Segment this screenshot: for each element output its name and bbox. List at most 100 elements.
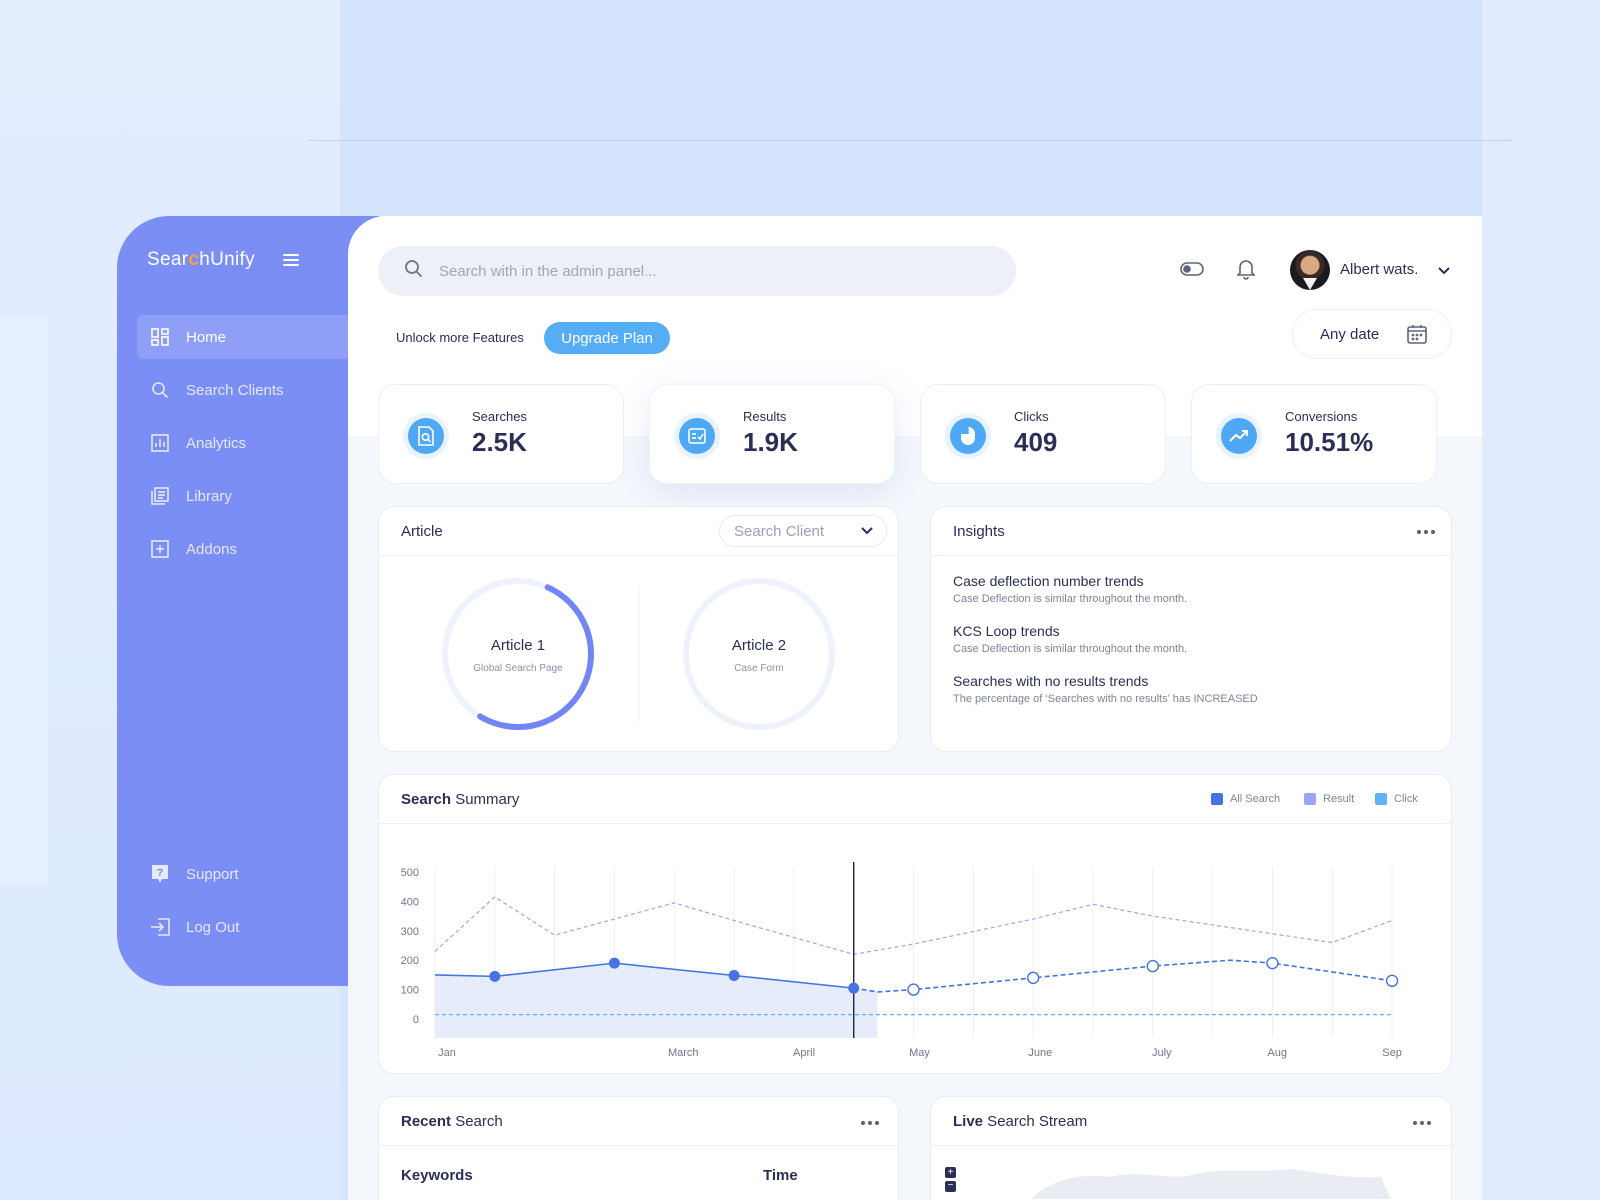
stat-label: Clicks [1014,409,1049,424]
stat-label: Results [743,409,787,424]
panel-title: Search Summary [401,791,520,808]
column-header-keywords[interactable]: Keywords [401,1167,473,1184]
search-summary-panel: Search Summary All Search Result Click 5… [378,774,1452,1074]
all-search-projected-point [907,983,920,996]
panel-divider [379,1145,898,1146]
sidebar-item-label: Library [186,487,232,505]
stat-card-conversions[interactable]: Conversions 10.51% [1191,384,1437,484]
zoom-out-icon[interactable]: − [945,1181,956,1192]
library-icon [150,486,170,506]
x-tick-label: March [668,1047,699,1059]
sidebar-item-analytics[interactable]: Analytics [137,421,354,465]
x-tick-label: Sep [1382,1047,1402,1059]
more-options-icon[interactable] [1417,530,1435,534]
panel-divider [931,555,1451,556]
sidebar-item-logout[interactable]: Log Out [137,905,354,949]
legend-item-result[interactable]: Result [1304,793,1354,805]
insight-title: Searches with no results trends [953,673,1149,689]
more-options-icon[interactable] [1413,1121,1431,1125]
sidebar: SearchUnify Home Search Clients Analytic… [117,216,379,986]
panel-divider [379,823,1451,824]
panel-divider [931,1145,1451,1146]
stat-card-results[interactable]: Results 1.9K [649,384,895,484]
all-search-area [435,963,878,1038]
y-tick-label: 300 [401,926,419,938]
x-tick-label: May [909,1047,930,1059]
more-options-icon[interactable] [861,1121,879,1125]
sidebar-item-addons[interactable]: Addons [137,527,354,571]
dashboard-icon [150,327,170,347]
x-tick-label: April [793,1047,815,1059]
column-header-time[interactable]: Time [763,1167,798,1184]
theme-toggle-icon[interactable] [1180,262,1204,281]
all-search-point [728,969,740,981]
chevron-down-icon [861,527,873,535]
background-divider [308,140,1512,141]
chevron-down-icon[interactable] [1437,263,1451,281]
panel-title: Live Search Stream [953,1113,1088,1130]
admin-search-input[interactable] [439,262,979,280]
all-search-series-line-projected [853,959,1393,993]
background-panel [340,0,1482,216]
x-tick-label: Jan [438,1047,456,1059]
hamburger-menu-icon[interactable] [282,254,299,266]
sidebar-item-label: Search Clients [186,381,284,399]
legend-swatch [1304,793,1316,805]
sidebar-item-label: Addons [186,540,237,558]
sidebar-item-support[interactable]: ? Support [137,852,354,896]
donut-progress-1 [442,578,594,730]
notification-bell-icon[interactable] [1236,258,1256,285]
all-search-projected-point [1146,959,1159,973]
all-search-projected-point [1026,971,1040,985]
article-2-title: Article 2 [731,637,787,654]
stat-card-searches[interactable]: Searches 2.5K [378,384,624,484]
y-tick-label: 0 [413,1014,419,1026]
search-doc-icon [403,413,449,459]
date-picker[interactable]: Any date [1292,309,1452,359]
insight-subtitle: Case Deflection is similar throughout th… [953,643,1188,655]
all-search-point [848,982,860,994]
sidebar-item-search-clients[interactable]: Search Clients [137,368,354,412]
upgrade-plan-button[interactable]: Upgrade Plan [544,322,670,354]
legend-item-click[interactable]: Click [1375,793,1418,805]
search-client-select[interactable]: Search Client [719,515,887,547]
stat-value: 10.51% [1285,427,1374,457]
legend-item-all-search[interactable]: All Search [1211,793,1280,805]
x-tick-label: June [1028,1047,1052,1059]
sidebar-item-home[interactable]: Home [137,315,354,359]
all-search-projected-point [1385,974,1399,987]
x-tick-label: Aug [1267,1047,1287,1059]
calendar-icon [1407,325,1428,344]
donut-track-2 [683,578,835,730]
main-content: Albert wats. Unlock more Features Upgrad… [348,216,1482,1200]
article-1-subtitle: Global Search Page [473,663,563,674]
stat-card-clicks[interactable]: Clicks 409 [920,384,1166,484]
result-series-line [434,896,1393,955]
insights-panel: Insights Case deflection number trends C… [930,506,1452,752]
sidebar-item-label: Support [186,865,239,883]
user-avatar[interactable] [1290,250,1330,290]
sidebar-item-library[interactable]: Library [137,474,354,518]
svg-text:?: ? [157,867,164,879]
admin-search-bar[interactable] [378,246,1016,296]
sidebar-item-label: Log Out [186,918,240,936]
sidebar-item-label: Analytics [186,434,247,452]
sidebar-item-label: Home [186,328,227,346]
search-icon [404,259,423,283]
logo-row: SearchUnify [117,240,379,280]
legend-swatch [1211,793,1223,805]
search-summary-chart: 500 400 300 200 100 0 Jan March April May June July… [401,862,1402,1059]
stat-value: 2.5K [472,427,527,457]
zoom-in-icon[interactable]: + [945,1167,956,1178]
all-search-point [489,970,501,982]
background-panel [0,315,48,885]
world-map[interactable] [1021,1159,1401,1199]
brand-logo[interactable]: SearchUnify [147,249,255,270]
insight-subtitle: Case Deflection is similar throughout th… [953,593,1188,605]
x-tick-label: July [1152,1047,1172,1059]
insight-subtitle: The percentage of ‘Searches with no resu… [953,693,1258,705]
date-label: Any date [1320,325,1380,343]
select-placeholder: Search Client [734,522,825,540]
user-name[interactable]: Albert wats. [1340,261,1419,278]
trend-up-icon [1216,413,1262,459]
